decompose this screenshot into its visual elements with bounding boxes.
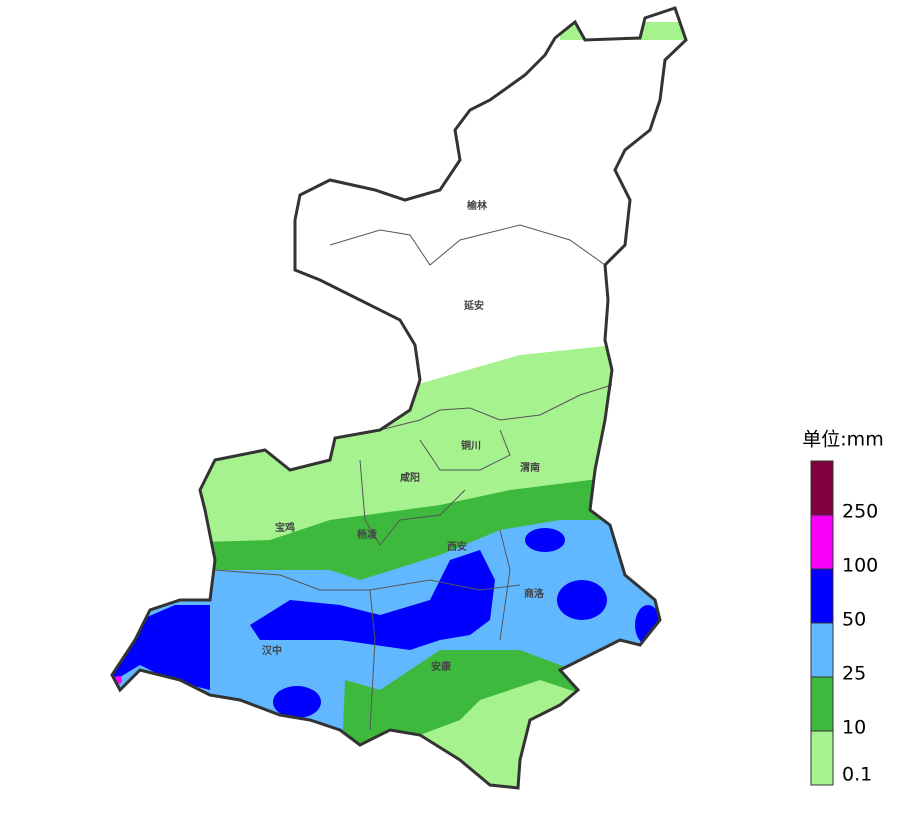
city-label: 杨凌 [357,528,378,541]
city-label: 西安 [447,540,467,553]
city-label: 安康 [431,660,452,673]
city-labels: 榆林 延安 铜川 渭南 咸阳 宝鸡 杨凌 西安 商洛 汉中 安康 [262,199,545,673]
legend-label: 25 [842,663,866,685]
city-label: 延安 [463,299,484,312]
legend-swatch [810,460,834,516]
city-label: 宝鸡 [275,521,295,534]
legend-label: 0.1 [842,764,872,786]
city-label: 渭南 [520,461,540,474]
legend-label: 100 [842,555,878,577]
legend-swatch [810,676,834,732]
legend-swatch [810,568,834,624]
legend-label: 250 [842,501,878,523]
rain-fill [112,22,686,788]
city-label: 汉中 [262,644,282,657]
legend-swatch [810,622,834,678]
legend-swatch [810,514,834,570]
legend: 0.1 10 25 50 100 250 [810,460,878,786]
city-borders [214,224,613,731]
legend-title: 单位:mm [802,429,883,451]
city-label: 咸阳 [400,471,420,484]
legend-label: 50 [842,609,866,631]
city-label: 铜川 [461,439,481,452]
city-label: 商洛 [524,587,545,600]
city-label: 榆林 [467,199,488,212]
province-border [110,6,688,790]
legend-label: 10 [842,717,866,739]
legend-swatch [810,730,834,786]
